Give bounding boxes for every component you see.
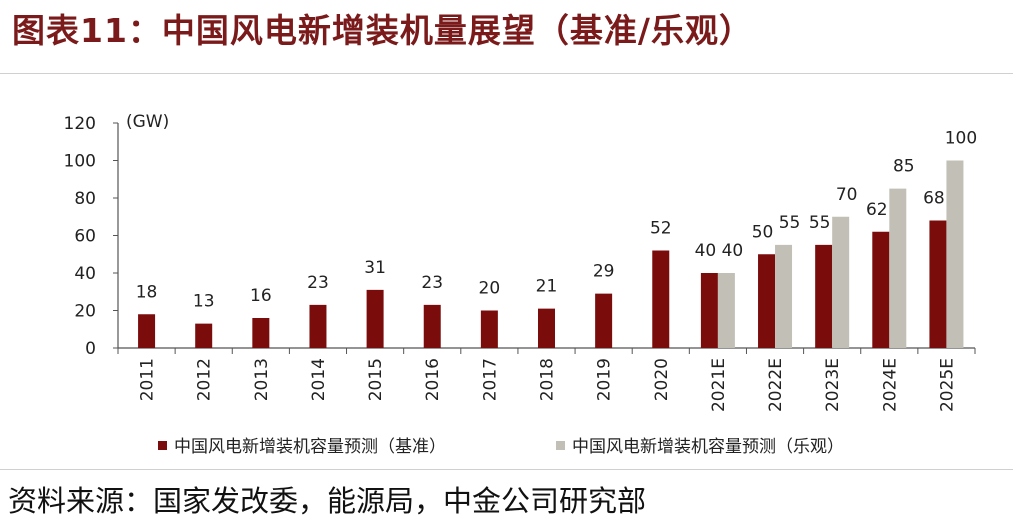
bar-baseline [815, 244, 833, 348]
x-tick-label: 2018 [538, 358, 558, 401]
bar-baseline [366, 289, 384, 348]
data-label-baseline: 21 [536, 277, 558, 297]
bar-baseline [195, 323, 213, 348]
bar-optimistic [889, 188, 907, 348]
data-label-baseline: 55 [809, 213, 831, 233]
data-label-optimistic: 40 [722, 241, 744, 261]
y-tick-label: 120 [64, 114, 96, 134]
y-tick-label: 40 [74, 264, 96, 284]
data-label-optimistic: 55 [779, 213, 801, 233]
bar-baseline [700, 273, 718, 348]
bar-baseline [538, 308, 555, 348]
data-label-baseline: 23 [307, 273, 329, 293]
bar-baseline [138, 314, 156, 348]
data-label-baseline: 18 [136, 282, 158, 302]
x-tick-label: 2012 [195, 358, 215, 401]
data-label-baseline: 20 [479, 279, 501, 299]
source-note: 资料来源：国家发改委，能源局，中金公司研究部 [8, 484, 647, 518]
data-label-baseline: 68 [923, 189, 945, 209]
data-label-baseline: 16 [250, 286, 272, 306]
y-tick-label: 80 [74, 189, 96, 209]
data-label-baseline: 31 [364, 258, 386, 278]
legend-label-optimistic: 中国风电新增装机容量预测（乐观） [572, 437, 844, 457]
x-tick-label: 2022E [766, 358, 786, 412]
y-tick-label: 100 [64, 152, 96, 172]
x-tick-label: 2017 [480, 358, 500, 401]
source-divider [0, 469, 1013, 470]
title-divider [0, 73, 1013, 74]
y-unit-label: (GW) [126, 112, 169, 132]
x-tick-label: 2019 [595, 358, 615, 401]
bar-baseline [252, 318, 270, 348]
data-label-baseline: 62 [866, 200, 888, 220]
bar-baseline [480, 310, 498, 348]
bar-baseline [929, 220, 947, 348]
data-label-optimistic: 85 [893, 157, 915, 177]
bar-baseline [309, 304, 327, 348]
bar-baseline [423, 304, 441, 348]
legend-label-baseline: 中国风电新增装机容量预测（基准） [174, 437, 446, 457]
data-label-optimistic: 70 [836, 185, 858, 205]
legend-swatch-baseline [158, 441, 167, 450]
x-tick-label: 2021E [709, 358, 729, 412]
x-tick-label: 2013 [252, 358, 272, 401]
bar-baseline [758, 254, 776, 348]
legend-swatch-optimistic [556, 441, 565, 450]
bar-optimistic [717, 273, 735, 348]
y-tick-label: 20 [74, 302, 96, 322]
x-tick-label: 2015 [366, 358, 386, 401]
x-tick-label: 2023E [823, 358, 843, 412]
bar-optimistic [946, 160, 964, 348]
data-label-baseline: 29 [593, 262, 615, 282]
y-tick-label: 60 [74, 227, 96, 247]
bar-baseline [872, 231, 890, 348]
x-tick-label: 2024E [880, 358, 900, 412]
x-tick-label: 2025E [937, 358, 957, 412]
x-tick-label: 2016 [423, 358, 443, 401]
data-label-baseline: 50 [752, 222, 774, 242]
data-label-baseline: 52 [650, 219, 672, 239]
data-label-optimistic: 100 [945, 129, 977, 149]
data-label-baseline: 13 [193, 292, 215, 312]
bar-optimistic [832, 216, 850, 348]
data-label-baseline: 40 [695, 241, 717, 261]
figure-title: 图表11：中国风电新增装机量展望（基准/乐观） [12, 11, 753, 50]
x-tick-label: 2014 [309, 358, 329, 401]
bar-optimistic [775, 244, 793, 348]
x-tick-label: 2020 [652, 358, 672, 401]
y-tick-label: 0 [85, 339, 96, 359]
data-label-baseline: 23 [421, 273, 443, 293]
bar-baseline [595, 293, 613, 348]
x-tick-label: 2011 [138, 358, 158, 401]
bar-baseline [652, 250, 670, 348]
